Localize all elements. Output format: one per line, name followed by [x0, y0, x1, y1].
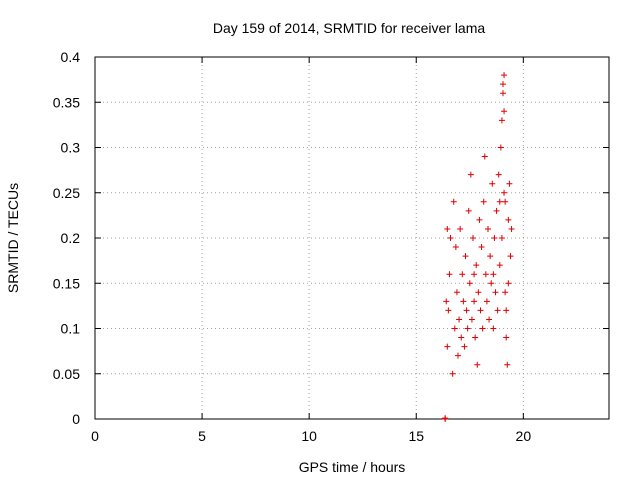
data-point — [483, 298, 490, 305]
data-point — [501, 72, 508, 79]
x-tick-label: 0 — [91, 428, 99, 444]
data-point — [446, 271, 453, 278]
data-point — [505, 280, 512, 287]
data-point — [444, 225, 451, 232]
data-point — [481, 153, 488, 160]
data-point — [505, 216, 512, 223]
data-point — [442, 416, 449, 422]
data-point — [450, 198, 457, 205]
data-point — [501, 189, 508, 196]
y-tick-label: 0.25 — [53, 185, 80, 201]
axis-ticks — [94, 56, 609, 420]
data-point — [484, 225, 491, 232]
data-point — [455, 352, 462, 359]
x-axis-label: GPS time / hours — [299, 459, 406, 475]
data-point — [445, 307, 452, 314]
data-point — [493, 207, 500, 214]
data-point — [497, 144, 504, 151]
data-point — [473, 262, 480, 269]
data-point — [471, 298, 478, 305]
data-point — [496, 262, 503, 269]
y-tick-label: 0.35 — [53, 94, 80, 110]
data-point — [488, 280, 495, 287]
data-point — [474, 361, 481, 368]
data-point — [460, 298, 467, 305]
data-point — [463, 307, 470, 314]
data-point — [498, 117, 505, 124]
data-point — [462, 253, 469, 260]
data-point — [468, 316, 475, 323]
data-point — [482, 271, 489, 278]
data-point — [471, 271, 478, 278]
data-point — [502, 289, 509, 296]
chart-title: Day 159 of 2014, SRMTID for receiver lam… — [213, 20, 486, 36]
data-point — [480, 198, 487, 205]
data-point — [495, 171, 502, 178]
data-point — [458, 334, 465, 341]
data-point — [456, 316, 463, 323]
data-point — [476, 216, 483, 223]
data-point — [465, 207, 472, 214]
data-point — [475, 289, 482, 296]
data-point — [487, 253, 494, 260]
data-point — [503, 307, 510, 314]
data-point — [499, 90, 506, 97]
data-point — [466, 280, 473, 287]
data-point — [479, 325, 486, 332]
data-point — [472, 334, 479, 341]
data-point — [478, 244, 485, 251]
data-point — [452, 244, 459, 251]
y-tick-label: 0.3 — [61, 140, 81, 156]
data-point — [494, 307, 501, 314]
data-point — [490, 271, 497, 278]
data-point — [477, 307, 484, 314]
data-point — [451, 325, 458, 332]
data-point — [502, 198, 509, 205]
y-tick-label: 0.2 — [61, 230, 81, 246]
x-tick-label: 5 — [198, 428, 206, 444]
data-point — [453, 289, 460, 296]
y-tick-label: 0 — [72, 411, 80, 427]
data-point — [496, 198, 503, 205]
data-point — [461, 343, 468, 350]
data-point — [464, 325, 471, 332]
data-point — [491, 235, 498, 241]
data-point — [506, 180, 513, 187]
x-tick-label: 10 — [301, 428, 317, 444]
data-point — [508, 225, 515, 232]
y-axis-label: SRMTID / TECUs — [5, 183, 21, 293]
data-point — [486, 316, 493, 323]
tick-labels: 0 5 10 15 20 0 0.05 0.1 0.15 0.2 0.25 0.3 0.35 0.4 — [53, 49, 532, 444]
data-point — [449, 370, 456, 377]
data-point — [447, 235, 454, 241]
data-point — [498, 235, 505, 241]
data-point — [470, 235, 477, 241]
data-point — [467, 171, 474, 178]
x-tick-label: 15 — [408, 428, 424, 444]
data-point — [457, 225, 464, 232]
grid-lines — [95, 57, 609, 419]
data-point — [489, 180, 496, 187]
data-point — [503, 334, 510, 341]
data-points — [442, 72, 515, 422]
y-tick-label: 0.15 — [53, 275, 80, 291]
data-point — [444, 343, 451, 350]
data-point — [504, 361, 511, 368]
data-point — [490, 325, 497, 332]
data-point — [501, 108, 508, 115]
y-tick-label: 0.1 — [61, 321, 81, 337]
y-tick-label: 0.4 — [61, 49, 81, 65]
data-point — [443, 298, 450, 305]
data-point — [499, 81, 506, 88]
data-point — [459, 271, 466, 278]
x-tick-label: 20 — [516, 428, 532, 444]
data-point — [492, 289, 499, 296]
data-point — [507, 253, 514, 260]
y-tick-label: 0.05 — [53, 366, 80, 382]
